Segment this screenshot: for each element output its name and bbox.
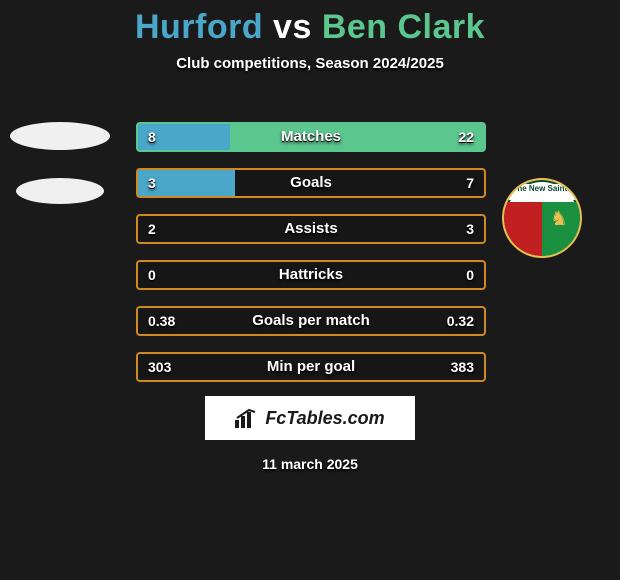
- player2-name: Ben Clark: [322, 8, 485, 46]
- page-title: Hurford vs Ben Clark: [0, 0, 620, 47]
- club-left-logo-placeholder-bottom: [16, 178, 104, 204]
- comparison-card: Hurford vs Ben Clark Club competitions, …: [0, 0, 620, 580]
- stat-label: Assists: [138, 216, 484, 242]
- subtitle: Club competitions, Season 2024/2025: [0, 55, 620, 72]
- club-left-logo-placeholder-top: [10, 122, 110, 150]
- stat-label: Goals: [138, 170, 484, 196]
- tns-badge-left-half: [504, 202, 542, 256]
- fctables-label: FcTables.com: [265, 408, 384, 429]
- stat-row: 8Matches22: [136, 122, 486, 152]
- stat-value-right: 383: [441, 354, 484, 380]
- fctables-chart-icon: [235, 408, 259, 428]
- stat-bars: 8Matches223Goals72Assists30Hattricks00.3…: [136, 122, 486, 398]
- tns-badge-icon: The New Saints ♞: [502, 178, 582, 258]
- fctables-watermark: FcTables.com: [205, 396, 415, 440]
- date-label: 11 march 2025: [0, 456, 620, 472]
- tns-badge-text: The New Saints: [504, 184, 580, 200]
- stat-value-right: 22: [448, 124, 484, 150]
- stat-row: 2Assists3: [136, 214, 486, 244]
- stat-row: 303Min per goal383: [136, 352, 486, 382]
- vs-text: vs: [273, 8, 312, 46]
- stat-label: Hattricks: [138, 262, 484, 288]
- stat-value-right: 0: [456, 262, 484, 288]
- stat-value-right: 7: [456, 170, 484, 196]
- player1-name: Hurford: [135, 8, 263, 46]
- club-right-badge: The New Saints ♞: [490, 178, 594, 258]
- stat-row: 3Goals7: [136, 168, 486, 198]
- stat-label: Matches: [138, 124, 484, 150]
- stat-value-right: 0.32: [437, 308, 484, 334]
- stat-label: Min per goal: [138, 354, 484, 380]
- stat-label: Goals per match: [138, 308, 484, 334]
- stat-row: 0Hattricks0: [136, 260, 486, 290]
- stat-value-right: 3: [456, 216, 484, 242]
- stat-row: 0.38Goals per match0.32: [136, 306, 486, 336]
- tns-badge-lion-icon: ♞: [544, 206, 574, 246]
